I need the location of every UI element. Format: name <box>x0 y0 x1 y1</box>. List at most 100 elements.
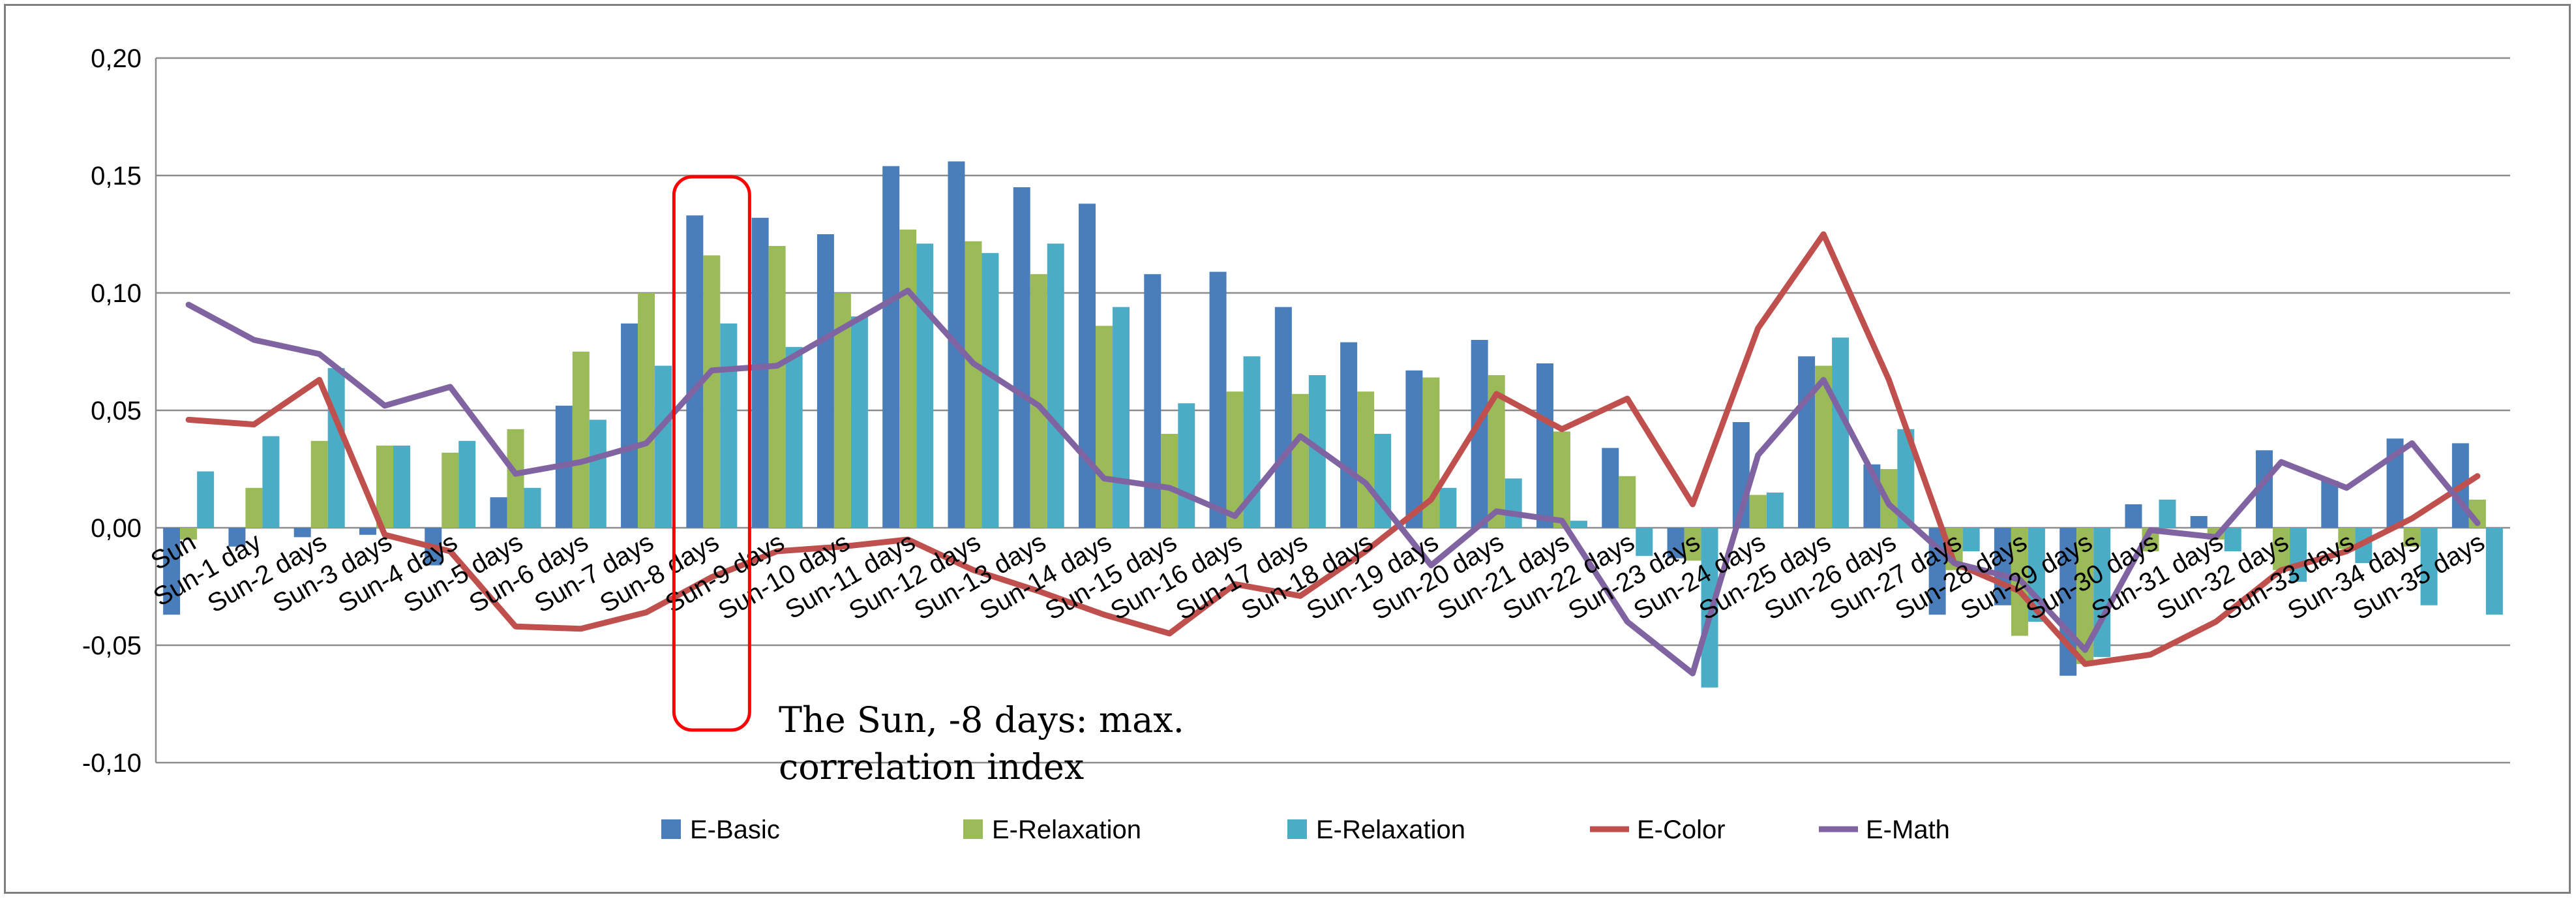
annotation-layer: The Sun, -8 days: max. correlation index <box>672 175 1184 787</box>
bar-e-relaxation-3 <box>1570 521 1587 528</box>
bar-e-relaxation-2 <box>1619 476 1636 528</box>
legend-swatch <box>963 819 983 839</box>
bar-e-relaxation-3 <box>1636 528 1653 556</box>
bar-e-relaxation-2 <box>245 487 263 528</box>
bar-e-basic-1 <box>1274 307 1292 528</box>
bar-e-relaxation-3 <box>916 243 934 528</box>
legend: E-Basic E-Relaxation E-Relaxation E-Color E-… <box>661 815 1950 844</box>
bar-e-basic-1 <box>2321 481 2339 528</box>
bar-e-basic-1 <box>1798 356 1816 528</box>
bar-e-basic-1 <box>359 528 376 535</box>
bar-e-basic-1 <box>1340 342 1358 528</box>
legend-label: E-Relaxation <box>992 815 1141 844</box>
bar-e-relaxation-3 <box>327 368 345 528</box>
y-tick-label: 0,10 <box>91 279 142 308</box>
bar-e-relaxation-3 <box>458 440 476 528</box>
bar-e-relaxation-3 <box>1439 487 1457 528</box>
bar-e-relaxation-3 <box>1832 337 1850 528</box>
bar-e-relaxation-2 <box>442 452 459 528</box>
y-tick-label: 0,20 <box>91 44 142 73</box>
annotation-line-1: The Sun, -8 days: max. <box>779 699 1184 740</box>
bar-e-relaxation-3 <box>2224 528 2241 551</box>
bar-e-relaxation-2 <box>180 528 198 540</box>
bar-e-basic-1 <box>1602 448 1619 528</box>
bar-e-relaxation-3 <box>393 446 410 528</box>
bar-e-basic-1 <box>882 166 900 528</box>
legend-label: E-Color <box>1637 815 1726 844</box>
bar-e-relaxation-3 <box>197 471 215 528</box>
y-tick-label: 0,15 <box>91 162 142 190</box>
bar-e-relaxation-2 <box>638 293 655 528</box>
y-tick-label: -0,05 <box>82 632 142 660</box>
bar-e-relaxation-2 <box>1357 391 1375 528</box>
bar-e-relaxation-2 <box>1684 528 1701 561</box>
bar-e-basic-1 <box>293 528 311 538</box>
bar-e-relaxation-2 <box>507 429 524 528</box>
bar-e-relaxation-2 <box>1161 434 1178 528</box>
bar-e-basic-1 <box>1079 204 1096 528</box>
chart-frame: -0,10 -0,05 0,00 0,05 0,10 0,15 0,20 Sun Sun-1 d… <box>4 4 2571 894</box>
bar-e-basic-1 <box>1994 528 2011 605</box>
bar-e-basic-1 <box>816 234 834 528</box>
bar-e-relaxation-2 <box>1291 393 1309 528</box>
bar-e-relaxation-3 <box>2290 528 2307 582</box>
bar-e-relaxation-2 <box>2403 528 2421 547</box>
bar-e-basic-1 <box>228 528 246 547</box>
bar-e-relaxation-3 <box>981 252 999 528</box>
y-tick-label: 0,00 <box>91 514 142 543</box>
bar-e-basic-1 <box>490 497 507 528</box>
bar-e-relaxation-2 <box>310 440 328 528</box>
bar-e-relaxation-2 <box>1749 495 1767 528</box>
bar-e-relaxation-2 <box>1096 326 1113 528</box>
bar-e-basic-1 <box>1209 271 1227 528</box>
bar-e-relaxation-3 <box>262 436 280 528</box>
y-tick-label: 0,05 <box>91 397 142 425</box>
bar-e-relaxation-3 <box>1047 243 1064 528</box>
bar-e-relaxation-3 <box>1113 307 1130 528</box>
legend-label: E-Math <box>1866 815 1950 844</box>
grid-layer <box>156 57 2510 764</box>
legend-swatch <box>1287 819 1307 839</box>
annotation-line-2: correlation index <box>779 746 1084 787</box>
bar-e-relaxation-3 <box>2420 528 2438 605</box>
bar-e-relaxation-3 <box>655 365 672 528</box>
bar-e-relaxation-3 <box>524 487 541 528</box>
bar-e-basic-1 <box>2125 504 2142 528</box>
bar-e-basic-1 <box>2190 516 2208 528</box>
legend-label: E-Basic <box>690 815 780 844</box>
bar-e-relaxation-2 <box>768 246 786 528</box>
line-e-math <box>185 287 2481 677</box>
bar-e-relaxation-3 <box>1505 478 1522 528</box>
bar-e-relaxation-3 <box>2159 499 2176 528</box>
bar-e-basic-1 <box>1013 187 1030 528</box>
bar-e-relaxation-3 <box>1178 403 1195 528</box>
bar-e-basic-1 <box>1536 363 1553 528</box>
bar-e-relaxation-3 <box>2485 528 2503 615</box>
bar-e-relaxation-3 <box>720 323 738 528</box>
bar-e-basic-1 <box>1667 528 1685 558</box>
line-layer <box>185 231 2481 677</box>
bar-e-basic-1 <box>163 528 181 615</box>
bar-e-basic-1 <box>1144 274 1161 528</box>
bar-e-basic-1 <box>621 323 638 528</box>
bar-e-relaxation-3 <box>589 419 607 528</box>
bar-e-relaxation-3 <box>1962 528 1980 551</box>
highlight-box <box>672 175 751 732</box>
bar-e-relaxation-3 <box>785 346 803 528</box>
bar-e-basic-1 <box>1405 370 1423 528</box>
y-tick-label: -0,10 <box>82 749 142 778</box>
line-e-color <box>185 231 2481 667</box>
legend-label: E-Relaxation <box>1316 815 1465 844</box>
bar-e-basic-1 <box>751 217 769 528</box>
legend-swatch <box>661 819 681 839</box>
bar-e-relaxation-2 <box>2273 528 2290 570</box>
bar-e-relaxation-2 <box>572 352 590 528</box>
bar-e-relaxation-2 <box>965 241 982 528</box>
bar-e-relaxation-3 <box>1766 493 1784 528</box>
bar-e-relaxation-3 <box>850 316 868 528</box>
bar-e-basic-1 <box>686 215 704 528</box>
bar-e-relaxation-2 <box>1553 431 1570 528</box>
bar-e-relaxation-2 <box>703 255 721 528</box>
bar-e-relaxation-2 <box>899 229 917 528</box>
